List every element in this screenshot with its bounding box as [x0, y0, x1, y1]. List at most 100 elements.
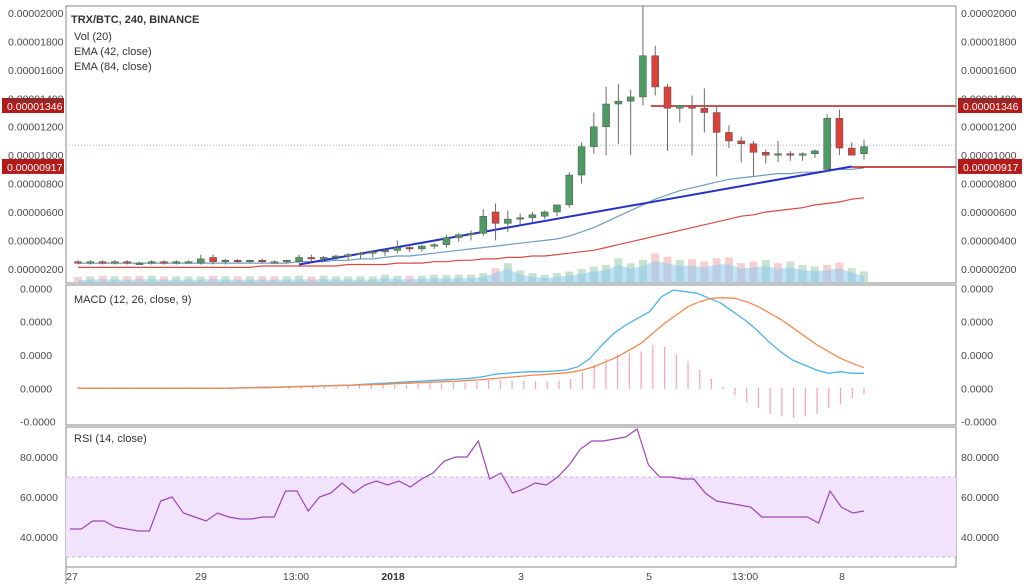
rsi-band-fill — [66, 477, 956, 557]
x-tick: 29 — [195, 571, 207, 583]
candle-body — [86, 261, 95, 264]
candle-body — [811, 150, 819, 154]
candle-body — [418, 245, 426, 250]
y-tick-right: 0.00000200 — [961, 264, 1017, 276]
price-legend: TRX/BTC, 240, BINANCE Vol (20) EMA (42, … — [71, 14, 199, 73]
level-layer[interactable]: 0.00001346 0.00001346 0.00000917 0.00000917 — [2, 98, 1022, 266]
candle-body — [467, 233, 475, 236]
x-tick: 5 — [646, 571, 652, 583]
candle-body — [479, 215, 488, 234]
price-label-right: 0.00001346 — [963, 101, 1019, 113]
candle-body — [798, 153, 807, 156]
candle-body — [172, 261, 180, 264]
rsi-line-path — [70, 428, 865, 532]
candle-body — [270, 261, 279, 264]
y-tick-right: 0.00001400 — [961, 93, 1017, 105]
candle-body — [74, 261, 82, 264]
candle-body — [835, 117, 844, 149]
macd-y-tick-left: -0.0000 — [20, 417, 56, 429]
time-axis[interactable]: 27 29 13:00 2018 3 5 13:00 8 — [66, 571, 845, 583]
candle-body — [663, 86, 672, 109]
x-tick: 13:00 — [283, 571, 309, 583]
candle-body — [540, 211, 549, 217]
ema-layer — [78, 167, 865, 268]
y-tick-left: 0.00001800 — [8, 37, 64, 49]
price-label-right-bg — [958, 158, 1022, 174]
y-tick-right: 0.00000400 — [961, 235, 1017, 247]
macd-y-tick-right: 0.0000 — [961, 383, 993, 395]
y-tick-left: 0.00001200 — [8, 122, 64, 134]
y-tick-left: 0.00000400 — [8, 235, 64, 247]
y-tick-right: 0.00001000 — [961, 150, 1017, 162]
y-tick-left: 0.00001400 — [8, 93, 64, 105]
candle-body — [111, 261, 119, 264]
macd-y-tick-right: 0.0000 — [961, 350, 993, 362]
y-tick-right: 0.00001200 — [961, 122, 1017, 134]
candle-body — [602, 103, 610, 127]
candle-body — [283, 260, 291, 263]
y-tick-left: 0.00001600 — [8, 65, 64, 77]
candle-body — [639, 55, 647, 98]
candle-body — [553, 204, 561, 213]
candle-body — [725, 132, 733, 142]
y-tick-right: 0.00001800 — [961, 37, 1017, 49]
candle-body — [209, 257, 217, 262]
rsi-band — [66, 476, 956, 558]
candle-body — [160, 261, 168, 264]
macd-lines — [78, 289, 865, 389]
candle-body — [688, 105, 696, 109]
rsi-legend: RSI (14, close) — [74, 433, 147, 445]
y-tick-right: 0.00001600 — [961, 65, 1017, 77]
macd-y-tick-right: 0.0000 — [961, 283, 993, 295]
price-label-right: 0.00000917 — [963, 162, 1019, 174]
legend-volume: Vol (20) — [74, 31, 112, 43]
candle-body — [184, 261, 193, 264]
candle-body — [307, 257, 316, 260]
price-label-right-bg — [958, 98, 1022, 114]
candle-body — [442, 237, 451, 245]
legend-ema42: EMA (42, close) — [74, 46, 152, 58]
y-tick-left: 0.00000200 — [8, 264, 64, 276]
candle-body — [332, 255, 340, 258]
candle-body — [700, 108, 709, 113]
macd-y-axis: -0.0000 -0.0000 0.0000 0.0000 0.0000 0.0000 0.… — [20, 283, 997, 428]
candle-body — [626, 96, 635, 102]
macd-histogram — [77, 345, 865, 419]
candle-body — [319, 257, 328, 260]
rsi-line — [70, 428, 865, 532]
candle-body — [786, 153, 795, 156]
candle-body — [491, 211, 500, 224]
ema42-line — [78, 167, 865, 264]
y-tick-left: 0.00000600 — [8, 207, 64, 219]
x-tick: 3 — [518, 571, 524, 583]
y-tick-left: 0.00001000 — [8, 150, 64, 162]
candle-body — [369, 251, 377, 254]
macd-legend: MACD (12, 26, close, 9) — [74, 294, 191, 306]
x-tick: 13:00 — [732, 571, 758, 583]
candle-layer — [74, 6, 868, 265]
macd-y-tick-left: 0.0000 — [20, 283, 52, 295]
y-tick-left: 0.00000800 — [8, 179, 64, 191]
candle-body — [504, 218, 512, 224]
macd-pane[interactable]: -0.0000 -0.0000 0.0000 0.0000 0.0000 0.0000 0.… — [20, 283, 997, 428]
candle-body — [676, 105, 684, 109]
legend-ema84: EMA (84, close) — [74, 61, 152, 73]
y-tick-right: 0.00000600 — [961, 207, 1017, 219]
candle-body — [651, 55, 659, 88]
candle-body — [405, 247, 414, 250]
candle-body — [454, 234, 463, 238]
candle-body — [516, 217, 524, 220]
candle-body — [614, 100, 623, 105]
price-label-left: 0.00000917 — [7, 162, 63, 174]
candle-body — [528, 214, 537, 218]
volume-ma-area — [78, 260, 864, 283]
rsi-y-tick-left: 40.0000 — [20, 532, 58, 544]
y-tick-right: 0.00002000 — [961, 8, 1017, 20]
price-pane[interactable]: 0.00001346 0.00001346 0.00000917 0.00000917… — [2, 6, 1022, 283]
candle-body — [381, 250, 389, 253]
candle-body — [749, 143, 758, 153]
rsi-pane[interactable]: 40.0000 40.0000 60.0000 60.0000 80.0000 80.00… — [20, 428, 999, 558]
candle-body — [393, 247, 402, 251]
candle-body — [356, 252, 365, 255]
